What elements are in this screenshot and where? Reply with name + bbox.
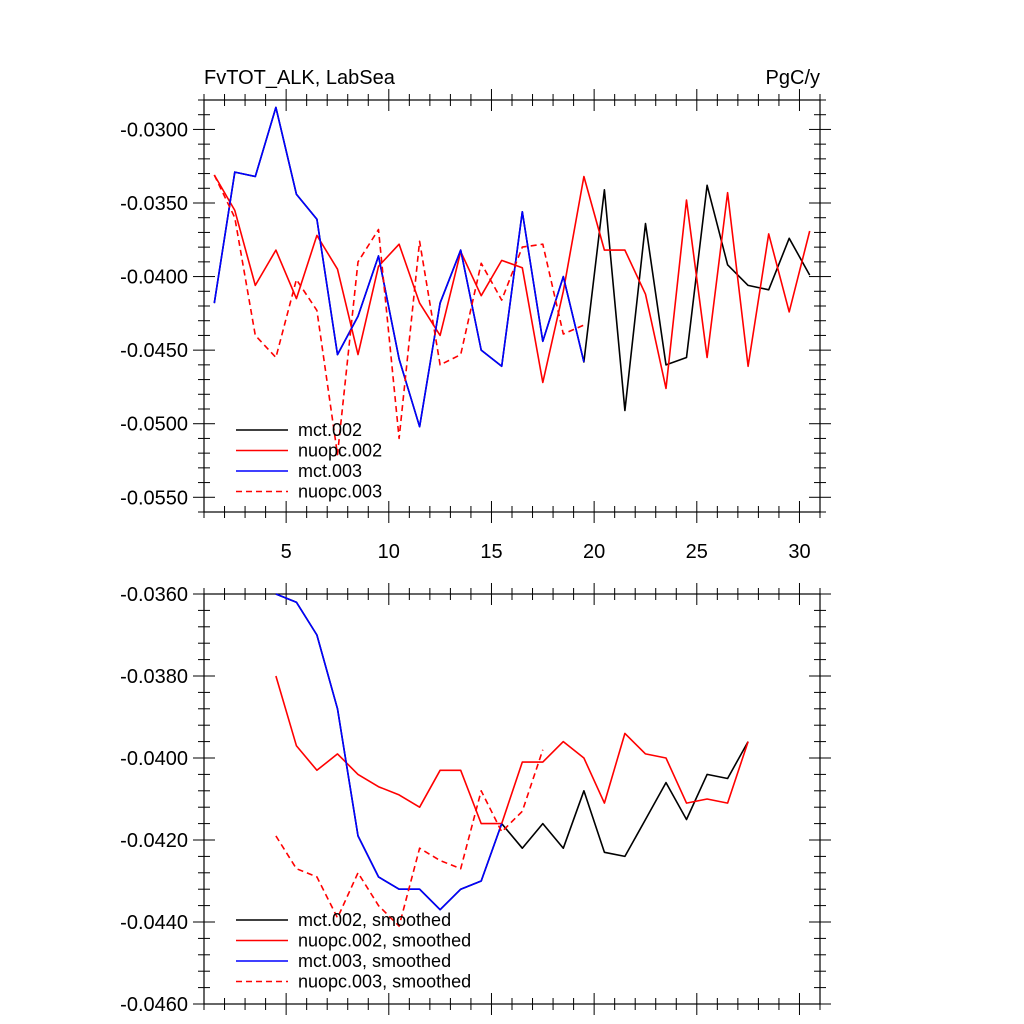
series-line-mct-002 xyxy=(213,106,811,428)
top-panel: FvTOT_ALK, LabSea PgC/y -0.0300-0.0350-0… xyxy=(120,67,831,563)
y-tick-label: -0.0440 xyxy=(120,912,188,934)
y-tick-label: -0.0400 xyxy=(120,267,188,289)
x-tick-label: 15 xyxy=(480,541,502,563)
bottom-panel-plot-area xyxy=(193,583,831,1015)
x-tick-label: 5 xyxy=(281,541,292,563)
plot-frame xyxy=(203,99,821,513)
y-tick-label: -0.0460 xyxy=(120,994,188,1016)
y-tick-label: -0.0400 xyxy=(120,748,188,770)
top-panel-units: PgC/y xyxy=(766,67,820,89)
series-line-nuopc-002 xyxy=(213,174,811,390)
legend-label: mct.002, smoothed xyxy=(298,910,451,930)
top-panel-y-tick-labels: -0.0300 -0.0350 -0.0400 -0.0450 -0.0500 -0.05… xyxy=(120,119,188,509)
legend-label: mct.003 xyxy=(298,461,362,481)
top-panel-title: FvTOT_ALK, LabSea xyxy=(204,67,396,89)
series-line-mct-003 xyxy=(213,106,585,428)
top-panel-x-tick-labels: 5 10 15 20 25 30 xyxy=(281,541,811,563)
series-line-nuopc-002-smoothed xyxy=(275,675,749,825)
series-line-nuopc-003-smoothed xyxy=(275,749,544,927)
y-tick-label: -0.0360 xyxy=(120,584,188,606)
legend-label: nuopc.002 xyxy=(298,441,382,461)
y-tick-label: -0.0420 xyxy=(120,830,188,852)
legend-label: nuopc.003 xyxy=(298,482,382,502)
series-line-mct-003-smoothed xyxy=(275,593,503,911)
plot-frame xyxy=(203,593,821,1005)
legend-label: nuopc.003, smoothed xyxy=(298,972,471,992)
x-tick-label: 25 xyxy=(686,541,708,563)
y-tick-label: -0.0450 xyxy=(120,340,188,362)
y-tick-label: -0.0350 xyxy=(120,193,188,215)
y-tick-label: -0.0300 xyxy=(120,119,188,141)
x-tick-label: 30 xyxy=(788,541,810,563)
y-tick-label: -0.0380 xyxy=(120,666,188,688)
legend-label: mct.003, smoothed xyxy=(298,951,451,971)
x-tick-label: 20 xyxy=(583,541,605,563)
bottom-panel: -0.0360 -0.0380 -0.0400 -0.0420 -0.0440 -0.04… xyxy=(120,583,831,1016)
legend-label: nuopc.002, smoothed xyxy=(298,931,471,951)
legend-label: mct.002 xyxy=(298,420,362,440)
top-panel-plot-area xyxy=(193,89,831,523)
series-line-mct-002-smoothed xyxy=(275,593,749,911)
bottom-panel-y-tick-labels: -0.0360 -0.0380 -0.0400 -0.0420 -0.0440 -0.04… xyxy=(120,584,188,1016)
y-tick-label: -0.0550 xyxy=(120,487,188,509)
series-line-nuopc-003 xyxy=(213,174,585,456)
x-tick-label: 10 xyxy=(378,541,400,563)
y-tick-label: -0.0500 xyxy=(120,414,188,436)
